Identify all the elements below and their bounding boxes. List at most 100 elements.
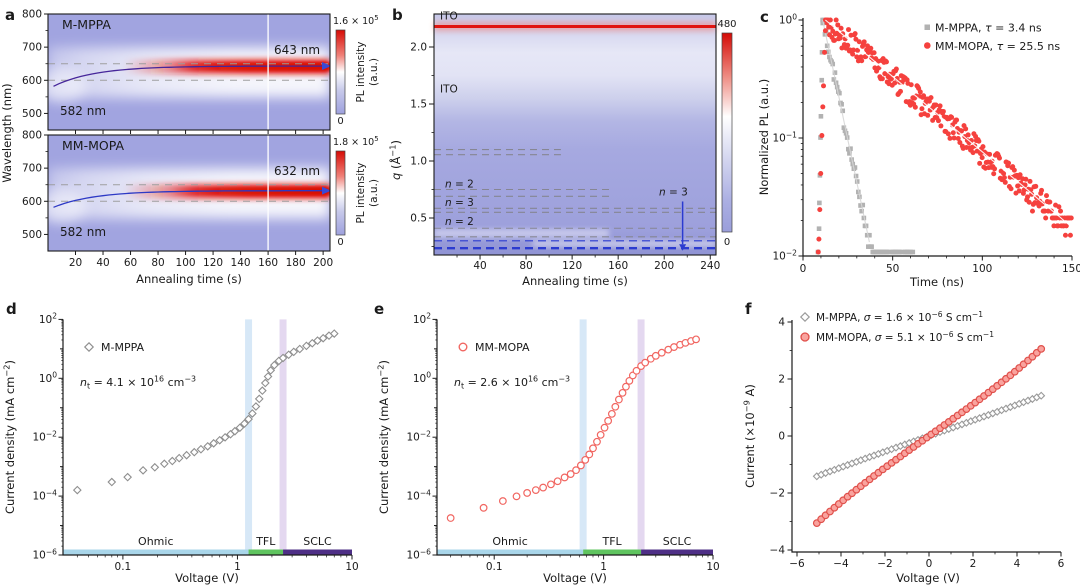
data-point — [979, 155, 985, 161]
data-point — [882, 71, 888, 77]
data-point — [950, 130, 956, 136]
x-tick-label: 40 — [96, 257, 109, 269]
axes — [791, 320, 1061, 553]
trace-arrowhead-icon — [322, 186, 330, 195]
data-point — [856, 39, 862, 45]
data-point — [818, 170, 824, 176]
y-tick-label: −4 — [770, 545, 786, 557]
x-tick-label: 50 — [886, 263, 899, 275]
data-point — [581, 455, 590, 464]
phase-label: n = 3 — [445, 197, 474, 209]
x-tick-label: 100 — [176, 257, 196, 269]
data-point — [976, 138, 982, 144]
region-label: Ohmic — [492, 535, 527, 548]
x-axis-label: Voltage (V) — [175, 571, 239, 585]
legend-marker — [83, 341, 95, 353]
data-point — [817, 207, 823, 213]
y-tick-label: 10−4 — [406, 488, 431, 502]
data-point — [817, 200, 822, 206]
colorbar-title: PL intensity — [355, 162, 367, 223]
data-point — [991, 171, 997, 177]
data-point — [159, 459, 169, 469]
data-point — [897, 88, 903, 94]
data-point — [824, 43, 830, 49]
trap-density-label: nt = 2.6 × 1016 cm−3 — [454, 375, 570, 391]
data-point — [883, 59, 889, 65]
data-point — [189, 447, 199, 457]
x-axis-label: Annealing time (s) — [522, 274, 628, 288]
data-point — [632, 366, 641, 375]
data-point — [1048, 208, 1054, 214]
data-point — [925, 112, 931, 118]
y-tick-label: 500 — [22, 108, 42, 120]
legend-entry: M-MPPA, τ = 3.4 ns — [935, 22, 1042, 35]
panel-letter-f: f — [745, 300, 752, 318]
colorbar — [335, 29, 346, 115]
initial-peak-label: 582 nm — [60, 225, 106, 239]
data-point — [955, 135, 961, 141]
data-point — [871, 50, 877, 56]
jv-series — [72, 329, 339, 495]
data-point — [1026, 199, 1032, 205]
data-point — [822, 32, 828, 37]
y-tick-label: 102 — [39, 312, 57, 326]
data-point — [585, 450, 594, 459]
data-point — [604, 416, 613, 425]
panel-c-pl-decay-plot: c 100 10−1 10−20 50 100 150 Normalized PL (a.u.… — [757, 8, 1080, 289]
data-point — [498, 497, 507, 505]
data-point — [1056, 204, 1062, 210]
x-tick-label: 0.1 — [115, 561, 132, 573]
data-point — [819, 77, 825, 83]
data-point — [841, 125, 847, 130]
plot-frame — [433, 13, 717, 256]
data-point — [879, 76, 885, 82]
x-tick-label: 4 — [1014, 558, 1021, 570]
legend-entry: MM-MOPA, τ = 25.5 ns — [935, 40, 1060, 53]
data-point — [257, 386, 267, 396]
data-point — [887, 249, 892, 255]
panel-letter-e: e — [374, 300, 384, 318]
data-point — [921, 93, 927, 99]
data-point — [123, 472, 133, 482]
data-point — [1047, 199, 1053, 205]
data-point — [860, 202, 866, 208]
data-point — [512, 492, 521, 501]
region-strip-tfl — [583, 549, 642, 555]
data-point — [978, 150, 984, 156]
y-tick-label: 600 — [22, 75, 42, 87]
data-point — [838, 25, 844, 31]
data-point — [945, 131, 951, 137]
legend-entry: M-MPPA, σ = 1.6 × 10−6 S cm−1 — [816, 310, 983, 324]
data-point — [1037, 345, 1046, 353]
trap-density-label: nt = 4.1 × 1016 cm−3 — [80, 375, 196, 391]
fit-line — [825, 19, 1070, 226]
data-point — [566, 470, 575, 478]
ito-label: ITO — [440, 11, 458, 23]
x-tick-label: 120 — [203, 257, 223, 269]
data-point — [251, 402, 261, 411]
ito-label: ITO — [440, 84, 458, 96]
data-point — [912, 104, 918, 110]
data-point — [1029, 191, 1035, 197]
data-point — [248, 409, 257, 418]
colorbar-title: (a.u.) — [368, 58, 380, 86]
legend: M-MPPA, σ = 1.6 × 10−6 S cm−1 MM-MOPA, σ … — [799, 310, 994, 344]
data-point — [618, 388, 627, 397]
y-tick-label: 500 — [22, 229, 42, 241]
legend-marker-square — [924, 24, 930, 30]
data-point — [235, 423, 245, 433]
data-point — [1058, 208, 1064, 214]
data-point — [576, 461, 585, 470]
data-point — [593, 437, 601, 446]
data-point — [821, 83, 827, 89]
legend-marker-circle — [924, 42, 931, 49]
data-point — [1039, 201, 1045, 207]
data-point — [980, 144, 986, 150]
x-axis-label: Time (ns) — [909, 275, 964, 289]
data-point — [833, 17, 839, 23]
y-tick-label: −2 — [770, 488, 785, 500]
x-tick-label: 0.1 — [486, 561, 503, 573]
x-tick-label: 0 — [926, 558, 933, 570]
panel-letter-b: b — [392, 6, 403, 24]
